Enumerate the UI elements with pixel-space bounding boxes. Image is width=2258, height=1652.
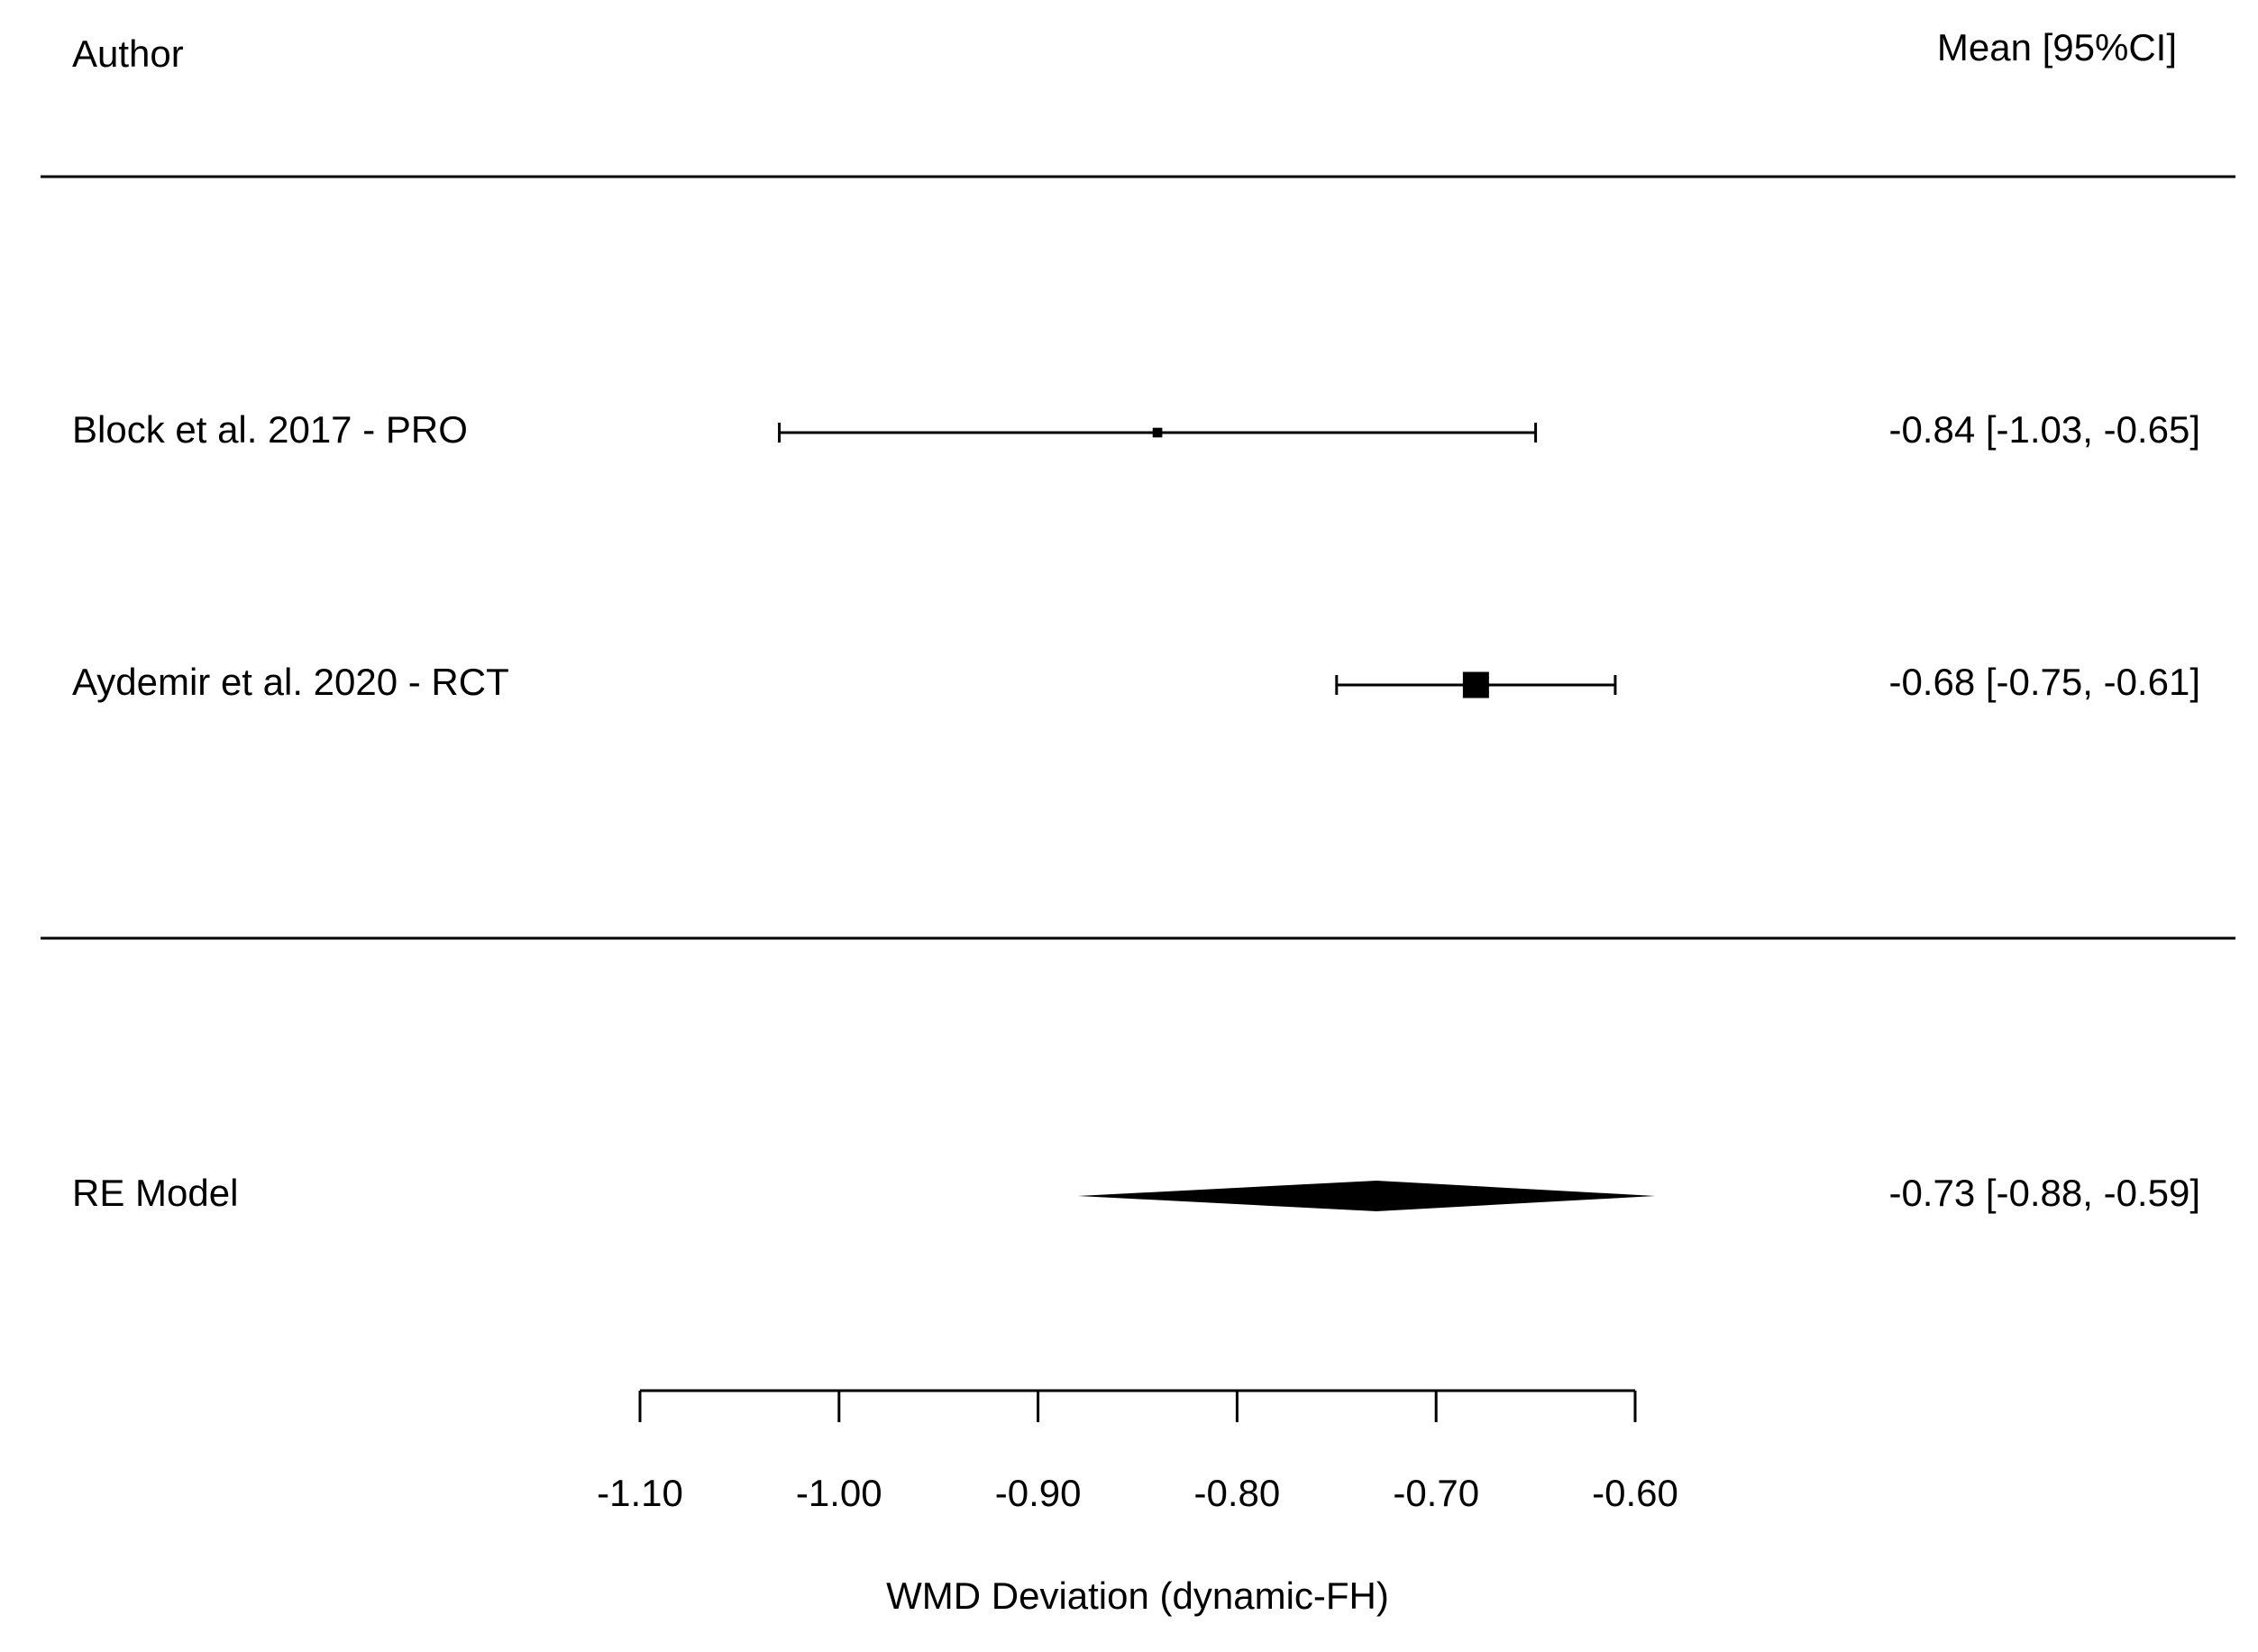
study-label: Block et al. 2017 - PRO bbox=[72, 408, 468, 451]
x-tick-label: -0.70 bbox=[1393, 1472, 1479, 1514]
x-tick-label: -0.90 bbox=[995, 1472, 1082, 1514]
summary-label: RE Model bbox=[72, 1172, 238, 1214]
estimate-square bbox=[1462, 671, 1489, 698]
author-header: Author bbox=[72, 32, 184, 75]
estimate-header: Mean [95%CI] bbox=[1937, 26, 2177, 68]
estimate-square bbox=[1152, 427, 1163, 438]
x-tick-label: -1.00 bbox=[796, 1472, 882, 1514]
summary-diamond bbox=[1077, 1181, 1656, 1211]
x-tick-label: -1.10 bbox=[597, 1472, 683, 1514]
summary-estimate-label: -0.73 [-0.88, -0.59] bbox=[1888, 1172, 2200, 1214]
estimate-label: -0.84 [-1.03, -0.65] bbox=[1888, 408, 2200, 451]
x-axis-label: WMD Deviation (dynamic-FH) bbox=[886, 1574, 1389, 1617]
study-label: Aydemir et al. 2020 - RCT bbox=[72, 661, 509, 703]
x-tick-label: -0.60 bbox=[1592, 1472, 1678, 1514]
x-tick-label: -0.80 bbox=[1194, 1472, 1281, 1514]
estimate-label: -0.68 [-0.75, -0.61] bbox=[1888, 661, 2200, 703]
